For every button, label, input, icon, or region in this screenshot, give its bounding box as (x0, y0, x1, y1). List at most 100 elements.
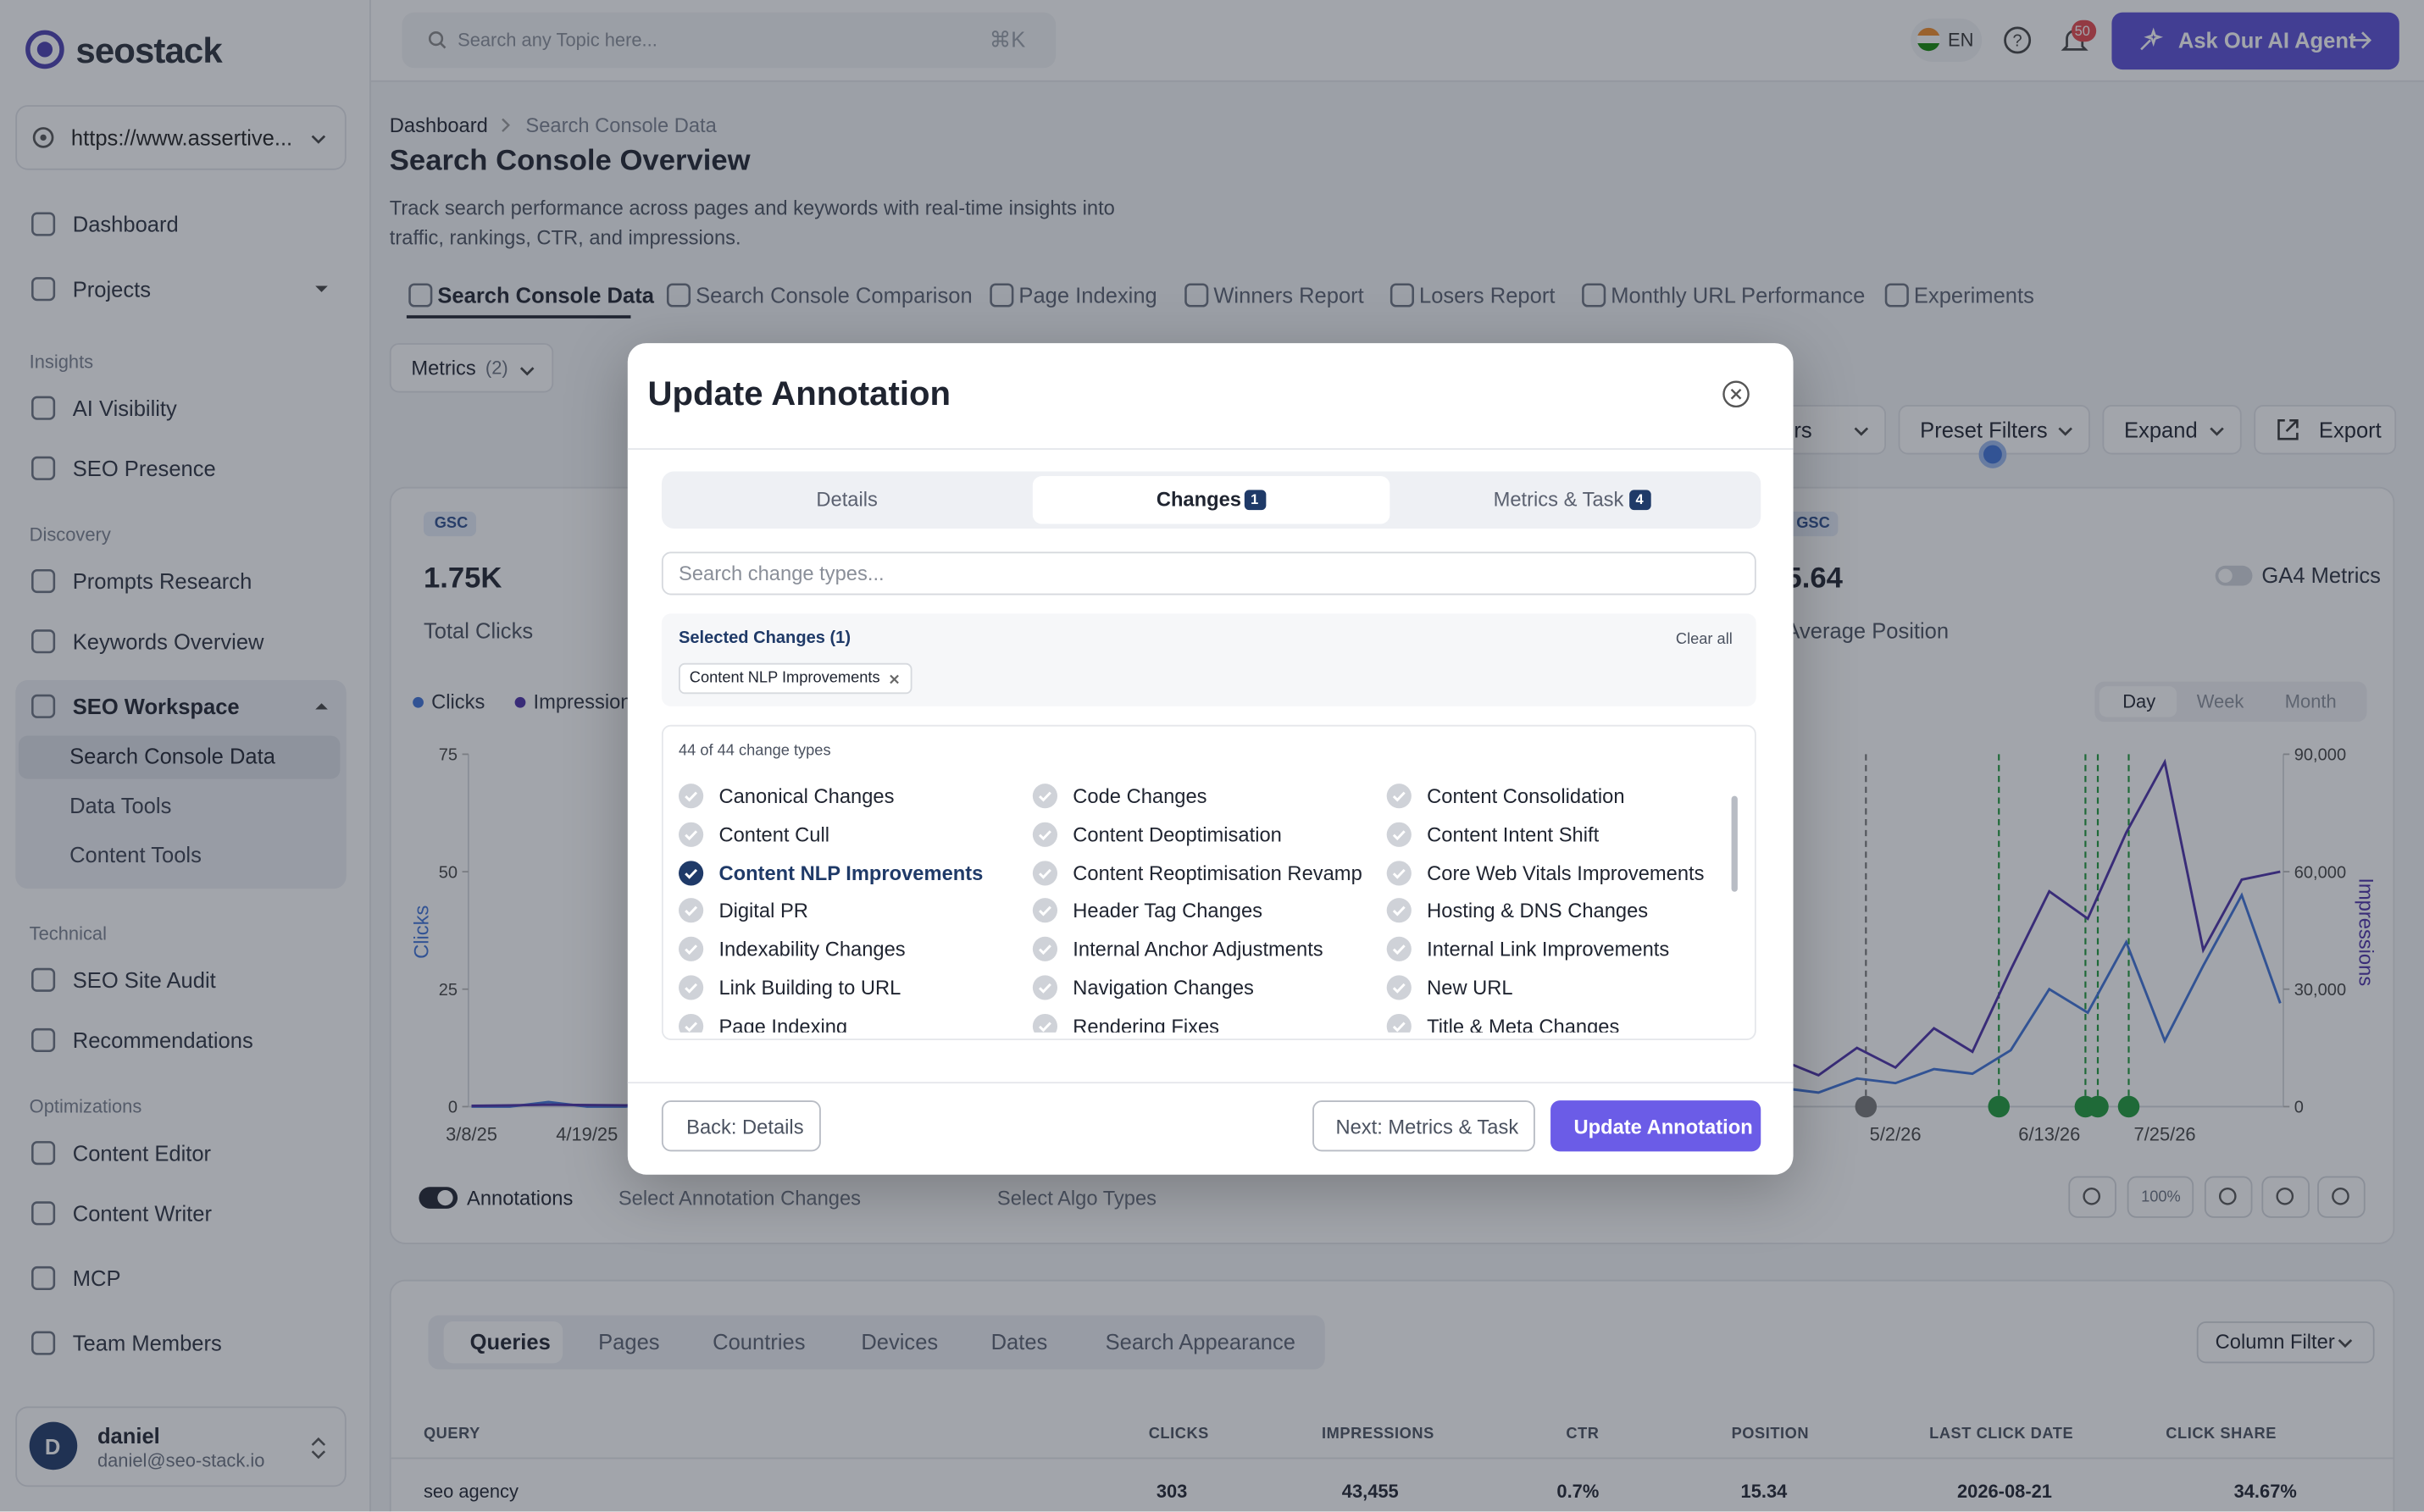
column-header[interactable]: IMPRESSIONS (1322, 1426, 1434, 1443)
change-type[interactable]: Core Web Vitals Improvements (1427, 861, 1705, 884)
change-type[interactable]: Content Intent Shift (1427, 822, 1600, 846)
table-tab[interactable]: Pages (598, 1329, 660, 1354)
change-type[interactable]: Navigation Changes (1073, 976, 1254, 1000)
modal-tab[interactable]: Metrics & Task (1493, 487, 1624, 512)
check-icon (1032, 898, 1058, 924)
nav-item[interactable]: SEO Site Audit (72, 967, 216, 993)
breadcrumb: Search Console Data (525, 114, 717, 137)
clear-all[interactable]: Clear all (1675, 631, 1733, 649)
change-type[interactable]: Content Cull (718, 822, 829, 846)
change-type[interactable]: Internal Link Improvements (1427, 937, 1670, 961)
modal-tab[interactable]: Details (816, 487, 878, 512)
chip-remove (890, 674, 899, 684)
nav-icon (31, 629, 56, 654)
sub-nav-item[interactable]: Search Console Data (69, 743, 275, 768)
nav-icon (1582, 283, 1606, 307)
change-type[interactable]: Link Building to URL (718, 976, 901, 1000)
column-filter[interactable] (2196, 1321, 2375, 1364)
change-type[interactable]: Page Indexing (718, 1014, 848, 1033)
search-icon (428, 31, 447, 49)
search-box[interactable] (402, 12, 1057, 69)
scrollbar (1731, 795, 1738, 892)
column-header[interactable]: CTR (1566, 1426, 1600, 1443)
submit-button[interactable] (1550, 1100, 1761, 1152)
nav-icon (31, 1266, 56, 1291)
card-value: 1.75K (423, 562, 502, 595)
nav-item[interactable]: Content Editor (72, 1140, 212, 1166)
metrics-button[interactable] (389, 343, 554, 393)
change-type[interactable]: Canonical Changes (718, 784, 895, 808)
change-type[interactable]: Rendering Fixes (1073, 1014, 1219, 1033)
table-tab[interactable]: Countries (713, 1329, 806, 1354)
change-type[interactable]: Title & Meta Changes (1427, 1014, 1620, 1033)
nav-item[interactable]: SEO Workspace (72, 694, 240, 719)
change-type[interactable]: Content Consolidation (1427, 784, 1625, 808)
zoom-control[interactable] (2204, 1176, 2253, 1218)
column-header[interactable]: LAST CLICK DATE (1929, 1426, 2074, 1443)
toolbar-button[interactable] (2102, 405, 2242, 455)
table-tab[interactable]: Search Appearance (1105, 1329, 1296, 1354)
page-tab[interactable]: Search Console Data (437, 282, 654, 308)
nav-item[interactable]: Prompts Research (72, 568, 252, 594)
nav-item[interactable]: AI Visibility (72, 396, 177, 421)
change-type[interactable]: Digital PR (718, 899, 808, 923)
change-type[interactable]: Content Deoptimisation (1073, 822, 1282, 846)
change-type[interactable]: Internal Anchor Adjustments (1073, 937, 1323, 961)
algo-select[interactable]: Select Algo Types (996, 1186, 1157, 1210)
sub-nav-item[interactable]: Data Tools (69, 793, 172, 818)
nav-item[interactable]: SEO Presence (72, 456, 216, 481)
zoom-level: 100% (2141, 1189, 2181, 1207)
nav-item[interactable]: Recommendations (72, 1027, 253, 1053)
column-header[interactable]: QUERY (423, 1426, 480, 1443)
nav-icon (1184, 283, 1209, 307)
page-description: Track search performance across pages an… (389, 196, 1115, 249)
change-count: 44 of 44 change types (679, 742, 831, 760)
change-type[interactable]: New URL (1427, 976, 1513, 1000)
period-option[interactable]: Month (2284, 690, 2337, 713)
page-tab[interactable]: Losers Report (1419, 282, 1556, 308)
zoom-control[interactable] (2261, 1176, 2310, 1218)
nav-item[interactable]: MCP (72, 1266, 121, 1291)
change-type[interactable]: Indexability Changes (718, 937, 906, 961)
page-tab[interactable]: Page Indexing (1018, 282, 1157, 308)
metrics-label: Metrics (411, 356, 476, 379)
table-tab[interactable]: Devices (861, 1329, 939, 1354)
table-tab-active (443, 1321, 563, 1364)
nav-item[interactable]: Dashboard (72, 211, 179, 237)
user-email: daniel@seo-stack.io (97, 1449, 265, 1472)
gear-icon (32, 127, 54, 148)
change-search[interactable] (661, 551, 1756, 595)
period-option[interactable]: Week (2196, 690, 2244, 713)
column-header[interactable]: POSITION (1731, 1426, 1810, 1443)
back-button[interactable] (661, 1100, 821, 1152)
page-tab[interactable]: Winners Report (1213, 282, 1364, 308)
sub-nav-item[interactable]: Content Tools (69, 842, 202, 867)
change-type[interactable]: Content NLP Improvements (718, 861, 984, 884)
change-type[interactable]: Hosting & DNS Changes (1427, 899, 1649, 923)
zoom-control[interactable] (2317, 1176, 2366, 1218)
next-label: Next: Metrics & Task (1335, 1115, 1519, 1138)
table-tab[interactable]: Dates (990, 1329, 1048, 1354)
change-type[interactable]: Content Reoptimisation Revamp (1073, 861, 1362, 884)
nav-item[interactable]: Team Members (72, 1330, 222, 1356)
site-selector[interactable] (15, 105, 347, 170)
page-tab[interactable]: Experiments (1913, 282, 2034, 308)
modal-tab[interactable]: Changes (1156, 487, 1241, 512)
column-header[interactable]: CLICK SHARE (2166, 1426, 2277, 1443)
breadcrumb[interactable]: Dashboard (389, 114, 488, 137)
agent-button[interactable] (2111, 12, 2399, 70)
page-tab[interactable]: Monthly URL Performance (1611, 282, 1866, 308)
nav-item[interactable]: Keywords Overview (72, 629, 264, 654)
period-option[interactable]: Day (2122, 690, 2156, 713)
annotation-select[interactable]: Select Annotation Changes (618, 1186, 862, 1210)
nav-item[interactable]: Projects (72, 276, 152, 302)
zoom-control[interactable] (2127, 1176, 2194, 1218)
column-header[interactable]: CLICKS (1148, 1426, 1209, 1443)
page-tab[interactable]: Search Console Comparison (696, 282, 973, 308)
table-tab[interactable]: Queries (469, 1329, 551, 1354)
change-type[interactable]: Header Tag Changes (1073, 899, 1263, 923)
zoom-control[interactable] (2068, 1176, 2116, 1218)
nav-item[interactable]: Content Writer (72, 1200, 212, 1226)
next-button[interactable] (1312, 1100, 1535, 1152)
change-type[interactable]: Code Changes (1073, 784, 1207, 808)
